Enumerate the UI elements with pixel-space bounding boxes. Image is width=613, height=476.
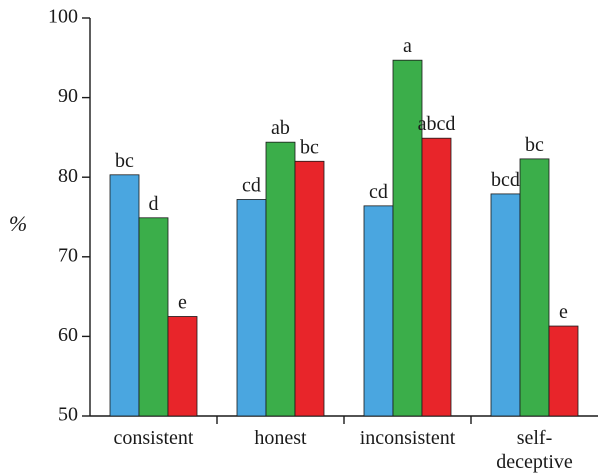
plot-area: 5060708090100bcdeconsistentcdabbchonestc… xyxy=(48,6,598,473)
bar-data-label: abcd xyxy=(418,113,456,135)
y-axis-label: % xyxy=(9,211,27,236)
bar-self-deceptive-1 xyxy=(519,158,550,417)
bar-consistent-0 xyxy=(109,174,140,417)
bar-data-label: bc xyxy=(525,134,544,156)
y-tick-label: 80 xyxy=(58,165,78,187)
x-category-label: consistent xyxy=(114,427,194,449)
bar-data-label: e xyxy=(178,292,187,314)
bar-data-label: d xyxy=(149,193,159,215)
bar-data-label: cd xyxy=(242,174,261,196)
bar-honest-2 xyxy=(294,160,325,417)
bar-honest-1 xyxy=(265,141,296,417)
bar-data-label: cd xyxy=(369,181,388,203)
bar-data-label: bcd xyxy=(491,169,520,191)
y-tick-label: 100 xyxy=(48,6,78,28)
bar-inconsistent-0 xyxy=(363,205,394,417)
y-tick-label: 70 xyxy=(58,244,78,266)
y-tick-label: 60 xyxy=(58,324,78,346)
bar-inconsistent-2 xyxy=(421,137,452,417)
bar-data-label: a xyxy=(403,35,412,57)
bar-data-label: ab xyxy=(271,117,290,139)
bar-consistent-1 xyxy=(138,217,169,417)
bar-data-label: bc xyxy=(300,136,319,158)
x-category-label: self-deceptive xyxy=(496,427,573,473)
x-category-label: inconsistent xyxy=(360,427,456,449)
y-tick-label: 50 xyxy=(58,404,78,426)
bar-consistent-2 xyxy=(167,316,198,417)
bar-honest-0 xyxy=(236,199,267,417)
y-tick-label: 90 xyxy=(58,85,78,107)
bar-data-label: bc xyxy=(115,150,134,172)
bar-self-deceptive-2 xyxy=(548,325,579,417)
bar-self-deceptive-0 xyxy=(490,193,521,417)
x-category-label: honest xyxy=(254,427,307,449)
bar-data-label: e xyxy=(559,301,568,323)
